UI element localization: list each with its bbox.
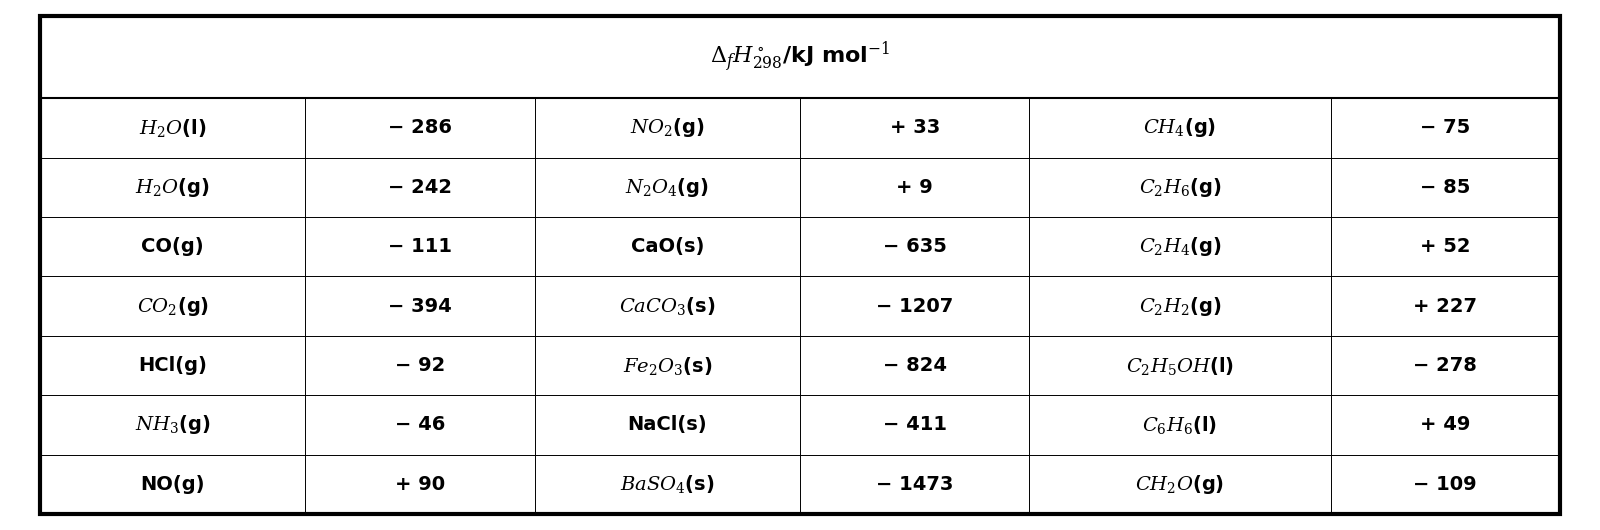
Text: − 75: − 75 — [1421, 118, 1470, 137]
Text: + 9: + 9 — [896, 178, 933, 197]
Text: $C_2H_4$(g): $C_2H_4$(g) — [1139, 235, 1221, 258]
Text: − 394: − 394 — [389, 297, 451, 315]
Text: $N_2O_4$(g): $N_2O_4$(g) — [626, 176, 709, 199]
Text: + 49: + 49 — [1421, 416, 1470, 435]
Text: $C_2H_2$(g): $C_2H_2$(g) — [1139, 295, 1221, 317]
Text: CO(g): CO(g) — [141, 237, 203, 256]
Text: − 111: − 111 — [387, 237, 451, 256]
Text: $C_2H_6$(g): $C_2H_6$(g) — [1139, 176, 1221, 199]
Text: $H_2O$(g): $H_2O$(g) — [136, 176, 210, 199]
Text: $H_2O$(l): $H_2O$(l) — [139, 117, 206, 139]
Text: − 635: − 635 — [883, 237, 947, 256]
Text: $CH_4$(g): $CH_4$(g) — [1144, 116, 1216, 139]
Text: $Fe_2O_3$(s): $Fe_2O_3$(s) — [622, 355, 712, 376]
Text: $NO_2$(g): $NO_2$(g) — [630, 116, 704, 139]
Text: − 411: − 411 — [883, 416, 947, 435]
Text: − 824: − 824 — [883, 356, 947, 375]
Text: NaCl(s): NaCl(s) — [627, 416, 707, 435]
Text: − 242: − 242 — [387, 178, 451, 197]
Text: $NH_3$(g): $NH_3$(g) — [134, 413, 211, 437]
Text: − 1473: − 1473 — [877, 475, 954, 494]
Text: $CO_2$(g): $CO_2$(g) — [136, 295, 208, 317]
Text: − 278: − 278 — [1413, 356, 1477, 375]
Text: − 46: − 46 — [395, 416, 445, 435]
Text: NO(g): NO(g) — [141, 475, 205, 494]
Text: $BaSO_4$(s): $BaSO_4$(s) — [621, 473, 715, 496]
Text: $CaCO_3$(s): $CaCO_3$(s) — [619, 295, 715, 317]
Text: CaO(s): CaO(s) — [630, 237, 704, 256]
Text: + 52: + 52 — [1421, 237, 1470, 256]
Text: + 227: + 227 — [1413, 297, 1477, 315]
Text: + 90: + 90 — [395, 475, 445, 494]
Text: − 1207: − 1207 — [877, 297, 954, 315]
Text: HCl(g): HCl(g) — [138, 356, 206, 375]
Text: $\Delta_f H^\circ_{298}$/kJ mol$^{-1}$: $\Delta_f H^\circ_{298}$/kJ mol$^{-1}$ — [710, 40, 890, 74]
Text: − 109: − 109 — [1413, 475, 1477, 494]
Text: + 33: + 33 — [890, 118, 939, 137]
Text: − 92: − 92 — [395, 356, 445, 375]
Text: $C_6H_6$(l): $C_6H_6$(l) — [1142, 414, 1218, 436]
Text: $C_2H_5OH$(l): $C_2H_5OH$(l) — [1126, 355, 1234, 376]
Text: − 286: − 286 — [387, 118, 451, 137]
Text: $CH_2O$(g): $CH_2O$(g) — [1136, 473, 1224, 496]
Text: − 85: − 85 — [1421, 178, 1470, 197]
